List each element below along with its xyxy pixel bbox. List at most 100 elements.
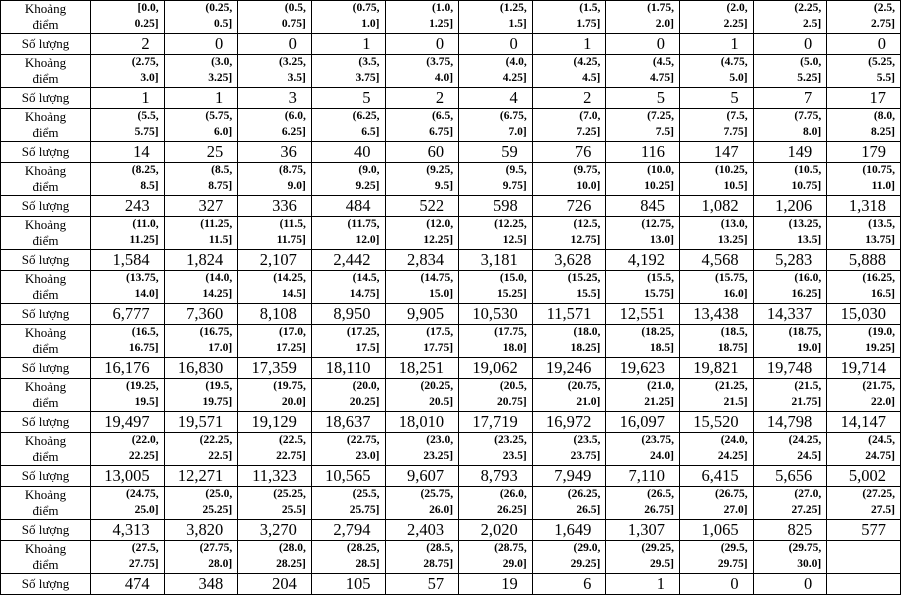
count-cell: 5,656: [752, 465, 828, 487]
interval-cell: [0.0, 0.25]: [90, 0, 165, 34]
interval-cell: (11.0, 11.25]: [90, 216, 165, 250]
count-cell: 0: [163, 33, 239, 55]
count-cell: 1: [679, 33, 754, 55]
interval-cell: (19.5, 19.75]: [163, 378, 239, 412]
interval-row: Khoảng điểm (11.0, 11.25] (11.25, 11.5] (11…: [0, 216, 901, 250]
count-row: Số lượng 16,176 16,830 17,359 18,110 18,251 19…: [0, 357, 901, 379]
count-cell: 8,950: [310, 303, 386, 325]
count-cell: 0: [237, 33, 312, 55]
count-cell: 243: [90, 195, 165, 217]
row-label-interval: Khoảng điểm: [0, 54, 91, 88]
interval-cell: (0.5, 0.75]: [237, 0, 312, 34]
count-cell: 7,360: [163, 303, 239, 325]
interval-cell: (4.0, 4.25]: [458, 54, 533, 88]
interval-cell: (12.25, 12.5]: [458, 216, 533, 250]
count-cell: 59: [458, 141, 533, 163]
count-row: Số lượng 13,005 12,271 11,323 10,565 9,607 8,7…: [0, 465, 901, 487]
interval-cell: (3.0, 3.25]: [163, 54, 239, 88]
row-label-interval: Khoảng điểm: [0, 216, 91, 250]
row-label-interval: Khoảng điểm: [0, 486, 91, 520]
interval-cell: (18.0, 18.25]: [531, 324, 607, 358]
count-cell: 5,002: [826, 465, 901, 487]
interval-cell: (28.75, 29.0]: [458, 540, 533, 574]
interval-cell: (28.5, 28.75]: [384, 540, 460, 574]
count-cell: 19,497: [90, 411, 165, 433]
row-label-interval: Khoảng điểm: [0, 108, 91, 142]
count-cell: 577: [826, 519, 901, 541]
interval-cell: (26.5, 26.75]: [605, 486, 680, 520]
interval-cell: (19.25, 19.5]: [90, 378, 165, 412]
interval-cell: (21.75, 22.0]: [826, 378, 901, 412]
count-cell: 12,271: [163, 465, 239, 487]
interval-row: Khoảng điểm (24.75, 25.0] (25.0, 25.25] (25…: [0, 486, 901, 520]
row-label-count: Số lượng: [0, 303, 91, 325]
interval-cell: (1.0, 1.25]: [384, 0, 460, 34]
count-cell: 598: [458, 195, 533, 217]
count-cell: 3: [237, 87, 312, 109]
count-cell: 1: [90, 87, 165, 109]
interval-cell: (7.0, 7.25]: [531, 108, 607, 142]
count-cell: 1,307: [605, 519, 680, 541]
count-cell: 9,607: [384, 465, 460, 487]
count-cell: 2: [531, 87, 607, 109]
count-cell: 7,949: [531, 465, 607, 487]
interval-cell: (9.75, 10.0]: [531, 162, 607, 196]
count-cell: 25: [163, 141, 239, 163]
interval-row: Khoảng điểm (22.0, 22.25] (22.25, 22.5] (22…: [0, 432, 901, 466]
interval-cell: (20.75, 21.0]: [531, 378, 607, 412]
interval-cell: (24.0, 24.25]: [679, 432, 754, 466]
count-cell: 11,571: [531, 303, 607, 325]
interval-cell: (29.75, 30.0]: [752, 540, 828, 574]
count-cell: 16,176: [90, 357, 165, 379]
count-row: Số lượng 6,777 7,360 8,108 8,950 9,905 10,530 1…: [0, 303, 901, 325]
interval-cell: (10.0, 10.25]: [605, 162, 680, 196]
interval-cell: (4.25, 4.5]: [531, 54, 607, 88]
count-cell: 5: [310, 87, 386, 109]
interval-cell: (12.75, 13.0]: [605, 216, 680, 250]
interval-cell: (5.0, 5.25]: [752, 54, 828, 88]
row-label-count: Số lượng: [0, 33, 91, 55]
interval-cell: (19.75, 20.0]: [237, 378, 312, 412]
count-cell: 116: [605, 141, 680, 163]
count-cell: 105: [310, 573, 386, 595]
interval-cell: (16.25, 16.5]: [826, 270, 901, 304]
count-cell: 0: [458, 33, 533, 55]
count-cell: 2,403: [384, 519, 460, 541]
count-cell: 0: [752, 573, 828, 595]
interval-cell: (22.75, 23.0]: [310, 432, 386, 466]
count-cell: 1,649: [531, 519, 607, 541]
interval-cell: (0.75, 1.0]: [310, 0, 386, 34]
interval-cell: (1.25, 1.5]: [458, 0, 533, 34]
count-cell: 9,905: [384, 303, 460, 325]
interval-cell: (3.75, 4.0]: [384, 54, 460, 88]
count-cell: 0: [752, 33, 828, 55]
count-cell: 19,714: [826, 357, 901, 379]
interval-cell: (23.25, 23.5]: [458, 432, 533, 466]
count-cell: 16,972: [531, 411, 607, 433]
count-cell: 10,565: [310, 465, 386, 487]
interval-row: Khoảng điểm (5.5, 5.75] (5.75, 6.0] (6.0, 6…: [0, 108, 901, 142]
interval-cell: (22.0, 22.25]: [90, 432, 165, 466]
interval-cell: (6.0, 6.25]: [237, 108, 312, 142]
interval-cell: (23.0, 23.25]: [384, 432, 460, 466]
row-label-interval: Khoảng điểm: [0, 378, 91, 412]
count-cell: 1,082: [679, 195, 754, 217]
interval-cell: (11.25, 11.5]: [163, 216, 239, 250]
count-cell: 19,129: [237, 411, 312, 433]
interval-row: Khoảng điểm (19.25, 19.5] (19.5, 19.75] (19…: [0, 378, 901, 412]
interval-cell: (10.25, 10.5]: [679, 162, 754, 196]
interval-cell: (6.5, 6.75]: [384, 108, 460, 142]
interval-cell: (29.25, 29.5]: [605, 540, 680, 574]
interval-cell: (27.0, 27.25]: [752, 486, 828, 520]
interval-cell: (18.5, 18.75]: [679, 324, 754, 358]
interval-cell: (4.5, 4.75]: [605, 54, 680, 88]
count-cell: 1: [531, 33, 607, 55]
count-cell: 179: [826, 141, 901, 163]
count-cell: 60: [384, 141, 460, 163]
count-cell: 204: [237, 573, 312, 595]
interval-cell: (14.0, 14.25]: [163, 270, 239, 304]
count-row: Số lượng 19,497 19,571 19,129 18,637 18,010 17…: [0, 411, 901, 433]
count-cell: 327: [163, 195, 239, 217]
interval-cell: (11.5, 11.75]: [237, 216, 312, 250]
